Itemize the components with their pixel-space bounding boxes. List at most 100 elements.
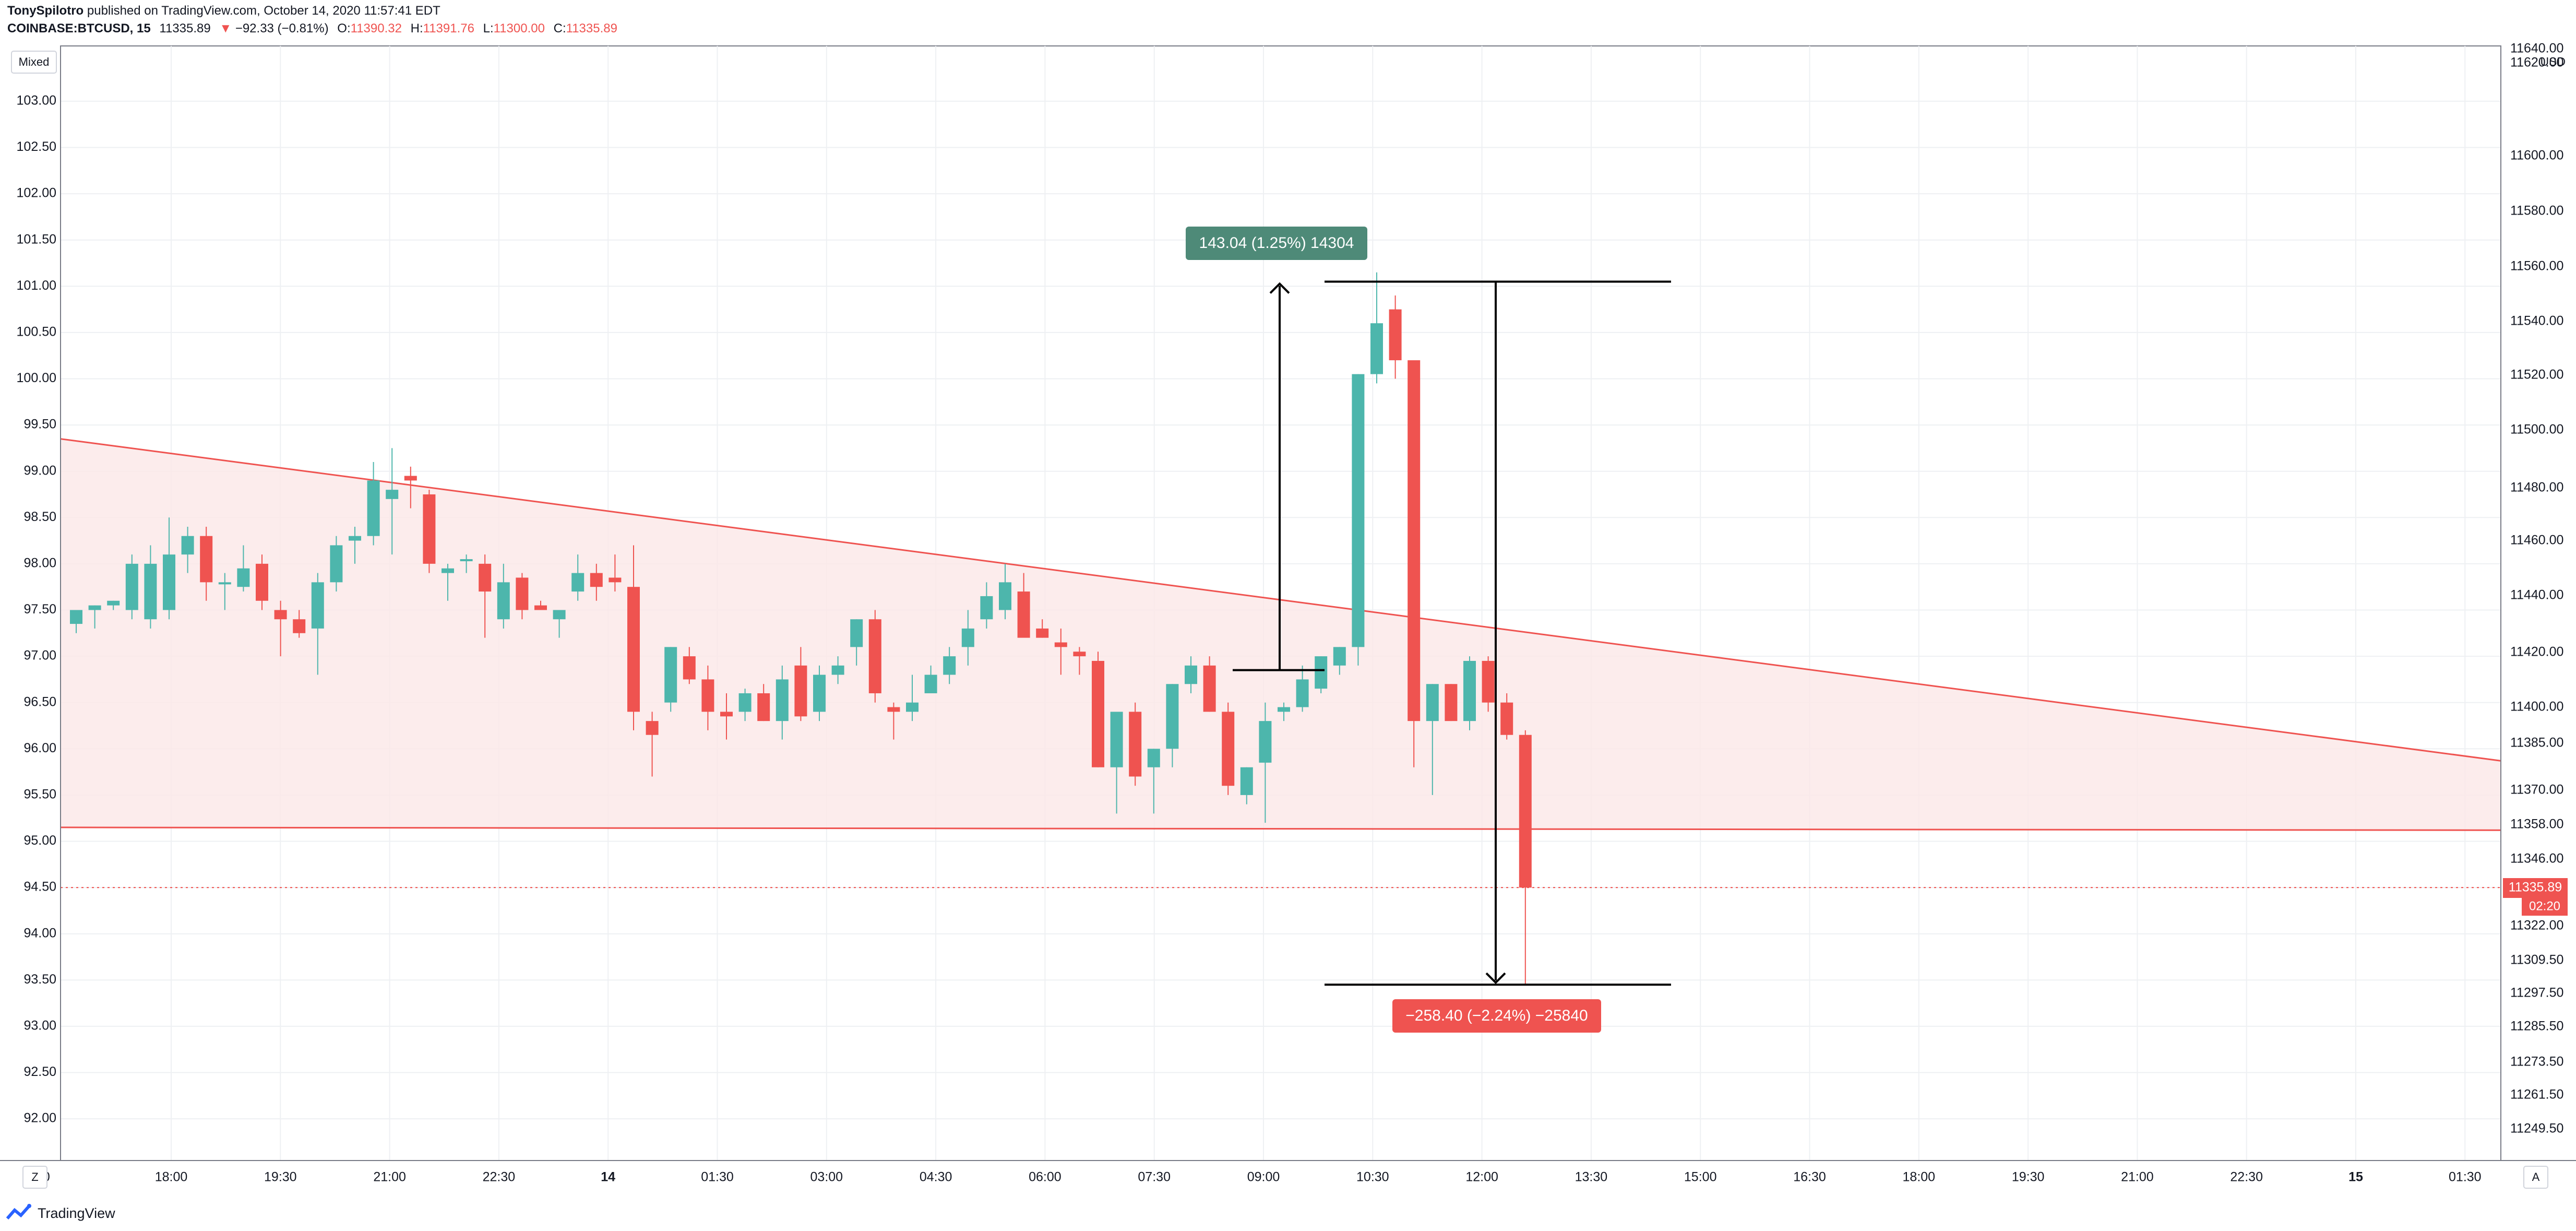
candle-body[interactable] — [256, 563, 268, 601]
candle-body[interactable] — [850, 619, 863, 647]
candle-body[interactable] — [738, 693, 752, 712]
candle-body[interactable] — [479, 563, 492, 592]
candle-body[interactable] — [813, 674, 826, 712]
candle-body[interactable] — [1463, 660, 1476, 721]
candle-body[interactable] — [534, 605, 547, 610]
candle-body[interactable] — [1500, 702, 1513, 735]
candle-body[interactable] — [497, 582, 510, 620]
candle-body[interactable] — [1203, 665, 1216, 712]
time-axis-tick-label: 12:00 — [1465, 1170, 1498, 1185]
time-axis-tick-label: 09:00 — [1247, 1170, 1280, 1185]
right-axis-tick-label: 11346.00 — [2510, 851, 2563, 866]
candle-body[interactable] — [609, 577, 622, 583]
candle-body[interactable] — [701, 679, 714, 712]
candle-body[interactable] — [757, 693, 770, 721]
candle-body[interactable] — [311, 582, 324, 629]
candle-body[interactable] — [1519, 735, 1532, 888]
candle-body[interactable] — [1296, 679, 1309, 707]
candle-body[interactable] — [1036, 628, 1049, 638]
candle-body[interactable] — [386, 490, 399, 499]
candle-body[interactable] — [1445, 684, 1458, 721]
candle-body[interactable] — [274, 610, 287, 620]
candle-body[interactable] — [961, 628, 974, 647]
candle-body[interactable] — [943, 656, 956, 675]
candle-body[interactable] — [516, 577, 529, 610]
candle-body[interactable] — [460, 559, 473, 562]
candle-body[interactable] — [627, 587, 640, 712]
candle-body[interactable] — [924, 674, 937, 693]
candle-body[interactable] — [181, 536, 194, 555]
candle-body[interactable] — [571, 573, 585, 592]
candle-body[interactable] — [88, 605, 101, 610]
candle-body[interactable] — [1259, 721, 1272, 763]
triangle-lower-line[interactable] — [60, 826, 2501, 831]
candle-body[interactable] — [404, 476, 417, 481]
candle-body[interactable] — [590, 573, 603, 587]
mode-button[interactable] — [11, 51, 57, 74]
left-axis-tick-label: 97.00 — [23, 648, 56, 663]
candle-body[interactable] — [367, 480, 380, 536]
symbol-label[interactable]: COINBASE:BTCUSD, 15 — [7, 21, 151, 35]
candle-body[interactable] — [1315, 656, 1328, 689]
timezone-button[interactable] — [22, 1166, 47, 1189]
tradingview-brand[interactable]: TradingView — [38, 1205, 115, 1221]
candle-body[interactable] — [720, 712, 733, 717]
right-axis-tick-label: 11440.00 — [2510, 588, 2563, 602]
candle-body[interactable] — [999, 582, 1011, 610]
last-price: 11335.89 — [159, 21, 211, 35]
candle-body[interactable] — [330, 545, 343, 583]
candle-body[interactable] — [553, 610, 566, 620]
candle-body[interactable] — [1389, 309, 1402, 361]
candle-body[interactable] — [163, 554, 175, 610]
candle-body[interactable] — [218, 582, 231, 585]
candle-body[interactable] — [144, 563, 157, 620]
candle-body[interactable] — [1054, 642, 1067, 647]
time-axis-tick-label: 21:00 — [2121, 1170, 2154, 1185]
left-axis-tick-label: 95.00 — [23, 833, 56, 848]
candle-body[interactable] — [646, 721, 659, 735]
candle-body[interactable] — [887, 707, 900, 712]
candle-body[interactable] — [1426, 684, 1439, 721]
candle-body[interactable] — [1352, 374, 1365, 647]
author-name[interactable]: TonySpilotro — [7, 4, 84, 18]
candle-body[interactable] — [794, 665, 807, 717]
measure-up-badge[interactable] — [1186, 227, 1367, 260]
candle-body[interactable] — [1408, 360, 1421, 721]
candle-body[interactable] — [1278, 707, 1290, 712]
candle-body[interactable] — [237, 568, 250, 587]
candle-body[interactable] — [1240, 767, 1253, 795]
candle-body[interactable] — [1333, 647, 1346, 666]
candle-body[interactable] — [1129, 712, 1142, 777]
candle-body[interactable] — [200, 536, 213, 583]
candle-body[interactable] — [868, 619, 881, 693]
candle-body[interactable] — [293, 619, 306, 633]
candle-body[interactable] — [1166, 684, 1179, 749]
candle-body[interactable] — [664, 647, 677, 703]
measure-down-badge[interactable] — [1392, 999, 1601, 1033]
candle-body[interactable] — [1482, 660, 1495, 703]
candle-body[interactable] — [1370, 323, 1383, 374]
time-axis-tick-label: 13:30 — [1575, 1170, 1608, 1185]
candle-body[interactable] — [831, 665, 844, 675]
tradingview-logo-icon[interactable] — [5, 1203, 34, 1224]
candle-body[interactable] — [442, 568, 454, 573]
candle-body[interactable] — [906, 702, 919, 712]
close-value: 11335.89 — [566, 21, 617, 35]
candle-body[interactable] — [1185, 665, 1197, 684]
candle-body[interactable] — [1222, 712, 1235, 786]
candle-body[interactable] — [980, 596, 993, 620]
candle-body[interactable] — [1017, 591, 1030, 638]
candle-body[interactable] — [683, 656, 696, 680]
candle-body[interactable] — [1073, 652, 1086, 657]
candle-body[interactable] — [349, 536, 361, 541]
candle-body[interactable] — [1092, 660, 1104, 767]
candle-body[interactable] — [107, 600, 120, 606]
candle-body[interactable] — [125, 563, 138, 610]
candle-body[interactable] — [423, 494, 436, 564]
candle-body[interactable] — [70, 610, 82, 624]
price-chart[interactable]: 143.04 (1.25%) 14304 −258.40 (−2.24%) −25… — [0, 0, 2576, 1201]
candle-body[interactable] — [776, 679, 789, 721]
candle-body[interactable] — [1110, 712, 1123, 767]
auto-scale-button[interactable] — [2523, 1166, 2548, 1189]
candle-body[interactable] — [1147, 749, 1160, 767]
